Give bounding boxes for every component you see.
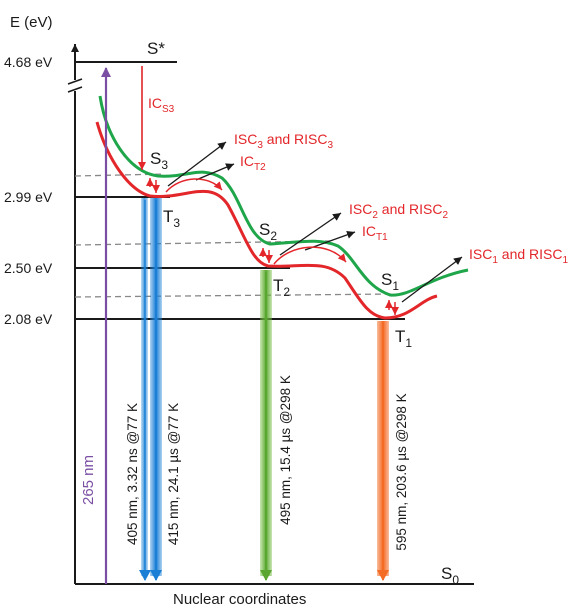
level-label-2.99: 2.99 eV [4,189,53,205]
isc-risc-1-arrows [385,300,399,315]
singlet-potential-curve [98,95,469,297]
ic-t1-label: ICT1 [362,223,388,243]
level-label-2.08: 2.08 eV [4,311,53,327]
ic-t2-label: ICT2 [240,153,266,173]
isc-risc-2-arrows [259,248,273,263]
state-label-t2: T2 [273,276,290,299]
state-label-s-star: S* [147,39,165,58]
state-label-t1: T1 [395,327,412,350]
ic-t1-curved-arrow [273,246,347,265]
state-label-s3: S3 [150,149,168,172]
axis-break-icon [67,78,83,93]
state-label-t3: T3 [163,207,180,230]
emission-label-415: 415 nm, 24.1 µs @77 K [166,403,181,545]
state-label-s2: S2 [259,220,277,243]
triplet-potential-curve [95,121,438,320]
y-axis-label: E (eV) [10,14,53,31]
level-label-4.68: 4.68 eV [4,54,53,70]
isc1-label: ISC1 and RISC1 [469,246,569,266]
ic-s3-label: ICS3 [148,95,175,115]
state-label-s0: S0 [441,564,459,587]
isc-risc-3-arrows [146,178,160,193]
pointer-arrow-isc3 [167,141,227,187]
emission-label-405: 405 nm, 3.32 ns @77 K [125,403,140,545]
isc2-label: ISC2 and RISC2 [349,201,449,221]
level-label-2.50: 2.50 eV [4,260,53,276]
x-axis-label: Nuclear coordinates [173,591,306,608]
pointer-arrow-ict2 [195,163,235,181]
state-label-s1: S1 [381,270,399,293]
emission-label-495: 495 nm, 15.4 µs @298 K [278,375,293,525]
emission-label-595: 595 nm, 203.6 µs @298 K [394,393,409,550]
ic-t2-curved-arrow [165,178,223,193]
dashed-line-s1 [74,293,396,298]
pointer-arrow-isc1 [401,256,463,303]
pointer-arrow-isc2 [279,212,342,256]
excitation-label: 265 nm [80,455,97,505]
isc3-label: ISC3 and RISC3 [234,131,334,151]
